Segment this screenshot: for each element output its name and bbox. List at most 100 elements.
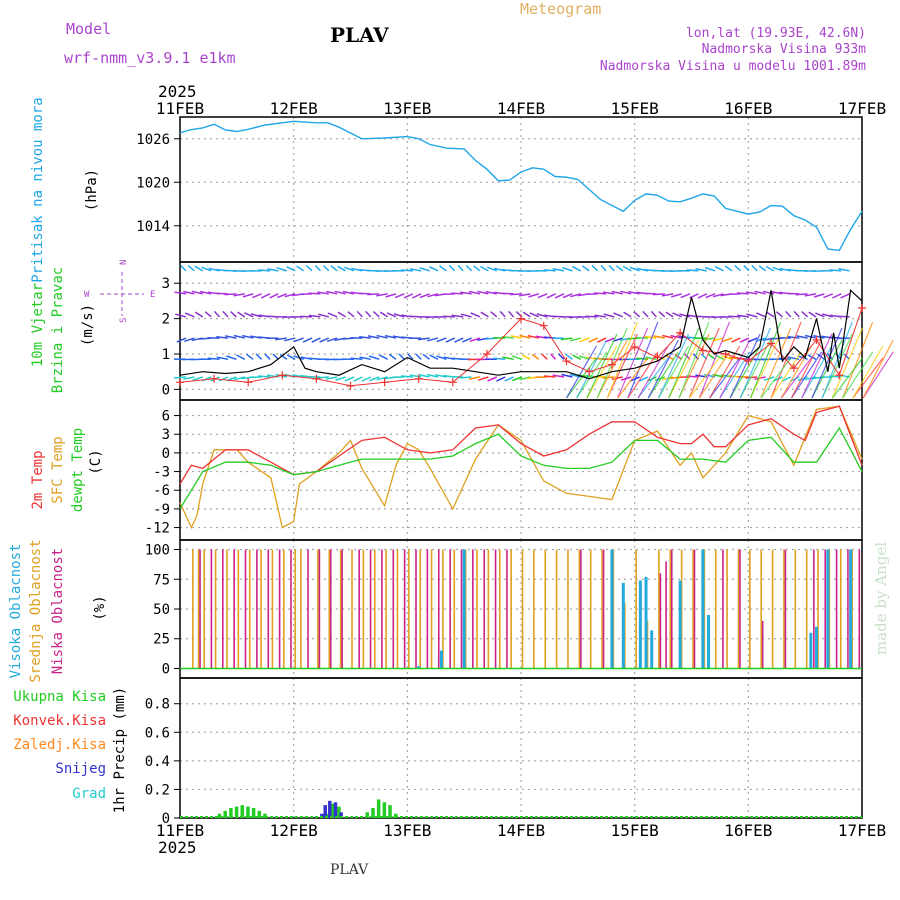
wind-barb bbox=[572, 354, 582, 360]
wind-arrow bbox=[842, 351, 874, 399]
wind-barb bbox=[468, 376, 481, 380]
rain-bar bbox=[331, 803, 335, 818]
wind-barb bbox=[633, 311, 641, 318]
wind-barb bbox=[184, 312, 195, 318]
wind-barb bbox=[751, 264, 758, 272]
wind-ytick-label: 1 bbox=[162, 347, 170, 363]
rain-bar bbox=[251, 808, 256, 818]
wind-arrow bbox=[821, 333, 853, 399]
wind-barb bbox=[558, 353, 565, 360]
wind-ylabel-2: Brzina i Pravac bbox=[50, 267, 66, 393]
wind-barb bbox=[477, 290, 489, 295]
wind-arrow bbox=[842, 321, 874, 399]
wind-barb bbox=[552, 374, 565, 378]
wind-barb bbox=[436, 355, 447, 361]
wind-barb bbox=[243, 312, 254, 318]
wind-barb bbox=[314, 264, 321, 272]
wind-barb bbox=[233, 293, 245, 297]
rain-bar bbox=[223, 810, 227, 818]
wind-barb bbox=[308, 314, 321, 318]
wind-barb bbox=[400, 375, 413, 378]
wind-barb bbox=[561, 373, 573, 378]
wind-barb bbox=[807, 354, 817, 360]
wind-barb bbox=[372, 311, 380, 318]
cloud-ylabel-3: Niska Oblacnost bbox=[50, 548, 66, 674]
wind-barb bbox=[347, 311, 355, 318]
wind-barb bbox=[480, 265, 489, 272]
pressure-ytick-label: 1014 bbox=[136, 219, 170, 235]
wind-barb bbox=[337, 311, 346, 318]
wind-ytick-label: 2 bbox=[162, 312, 170, 328]
wind-barb bbox=[292, 374, 304, 378]
pressure-line bbox=[179, 120, 863, 252]
wind-barb bbox=[469, 337, 481, 343]
wind-arrow bbox=[698, 351, 730, 399]
gust-marker bbox=[517, 314, 525, 323]
wind-arrow bbox=[709, 357, 741, 399]
gust-marker bbox=[767, 339, 776, 348]
wind-barb bbox=[419, 266, 430, 272]
wind-barb bbox=[330, 265, 338, 272]
wind-barb bbox=[367, 335, 380, 339]
wind-barb bbox=[787, 356, 800, 361]
wind-barb bbox=[286, 266, 296, 272]
rain-bar bbox=[217, 813, 222, 818]
wind-arrow bbox=[750, 321, 782, 399]
wind-barb bbox=[175, 313, 187, 318]
wind-barb bbox=[460, 313, 472, 318]
wind-barb bbox=[672, 312, 682, 318]
wind-barb bbox=[486, 266, 498, 272]
rain-bar bbox=[393, 813, 398, 818]
wind-arrow bbox=[657, 333, 690, 399]
wind-barb bbox=[180, 264, 187, 272]
wind-arrow bbox=[627, 321, 659, 399]
wind-barb bbox=[216, 356, 229, 361]
wind-barb bbox=[293, 355, 304, 361]
wind-barb bbox=[496, 376, 506, 382]
wind-barb bbox=[407, 353, 414, 360]
wind-barb bbox=[602, 376, 615, 379]
gust-marker bbox=[380, 378, 389, 387]
wind-barb bbox=[465, 264, 473, 272]
wind-barb bbox=[712, 293, 724, 298]
wind-barb bbox=[628, 290, 640, 295]
wind-barb bbox=[470, 312, 481, 318]
wind-barb bbox=[704, 266, 716, 272]
wind-barb bbox=[569, 337, 581, 342]
wind-barb bbox=[353, 376, 363, 382]
wind-barb bbox=[588, 337, 598, 343]
wind-barb bbox=[252, 293, 262, 299]
wind-barb bbox=[260, 293, 271, 299]
x-label-top: 17FEB bbox=[838, 99, 886, 118]
wind-barb bbox=[554, 293, 565, 299]
wind-barb bbox=[642, 310, 649, 318]
wind-barb bbox=[507, 310, 515, 318]
wind-arrow bbox=[852, 357, 884, 399]
wind-barb bbox=[804, 293, 817, 297]
wind-barb bbox=[499, 310, 506, 318]
footer-station: PLAV bbox=[330, 862, 369, 878]
wind-arrow bbox=[565, 345, 597, 399]
temp-ytick-label: -6 bbox=[153, 483, 170, 499]
wind-barb bbox=[712, 337, 724, 342]
wind-barb bbox=[662, 334, 674, 339]
wind-barb bbox=[361, 376, 372, 382]
wind-barb bbox=[376, 334, 388, 339]
wind-barb bbox=[376, 376, 388, 381]
snow-bar bbox=[333, 802, 338, 818]
temp-ytick-label: 3 bbox=[162, 427, 170, 443]
wind-barb bbox=[766, 311, 775, 318]
wind-barb bbox=[560, 337, 573, 341]
wind-barb bbox=[531, 353, 540, 360]
wind-barb bbox=[543, 269, 556, 272]
wind-barb bbox=[629, 266, 640, 272]
wind-barb bbox=[801, 311, 809, 318]
precip-ytick-label: 0.4 bbox=[145, 754, 170, 770]
x-label-bottom: 12FEB bbox=[270, 821, 318, 840]
wind-barb bbox=[579, 337, 590, 343]
wind-barb bbox=[418, 373, 430, 378]
speed-line bbox=[179, 289, 863, 380]
wind-arrow bbox=[678, 333, 710, 399]
cloud-panel: 0 25 50 75 100 bbox=[145, 539, 863, 679]
wind-barb bbox=[620, 290, 632, 295]
